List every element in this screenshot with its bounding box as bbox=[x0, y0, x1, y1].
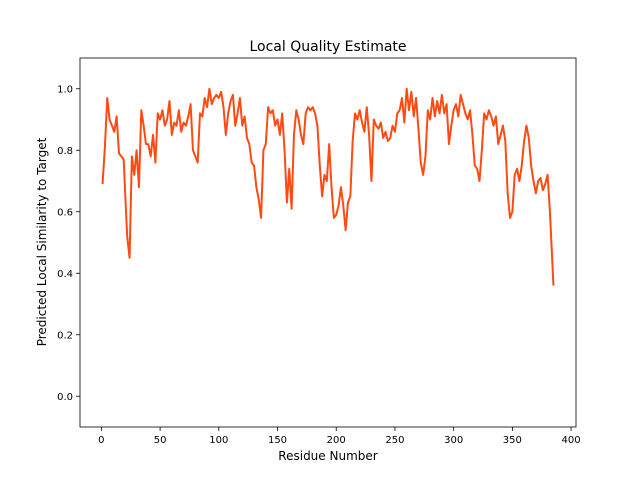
x-tick-label: 50 bbox=[154, 435, 167, 446]
x-axis-label: Residue Number bbox=[278, 449, 377, 463]
x-tick-label: 350 bbox=[503, 435, 522, 446]
x-tick-label: 300 bbox=[444, 435, 463, 446]
y-tick-label: 0.6 bbox=[57, 207, 73, 218]
y-tick-label: 0.2 bbox=[57, 330, 73, 341]
x-tick-label: 150 bbox=[268, 435, 287, 446]
y-tick-label: 0.8 bbox=[57, 146, 73, 157]
y-tick-label: 1.0 bbox=[57, 84, 73, 95]
chart-title: Local Quality Estimate bbox=[249, 39, 406, 55]
x-tick-label: 0 bbox=[98, 435, 104, 446]
y-axis-label: Predicted Local Similarity to Target bbox=[35, 137, 49, 346]
line bbox=[101, 87, 555, 286]
x-tick-label: 400 bbox=[562, 435, 581, 446]
y-tick-label: 0.0 bbox=[57, 392, 73, 403]
x-tick-label: 100 bbox=[209, 435, 228, 446]
y-tick-label: 0.4 bbox=[57, 269, 73, 280]
x-tick-label: 250 bbox=[385, 435, 404, 446]
plot-frame bbox=[79, 57, 577, 428]
x-tick-label: 200 bbox=[327, 435, 346, 446]
